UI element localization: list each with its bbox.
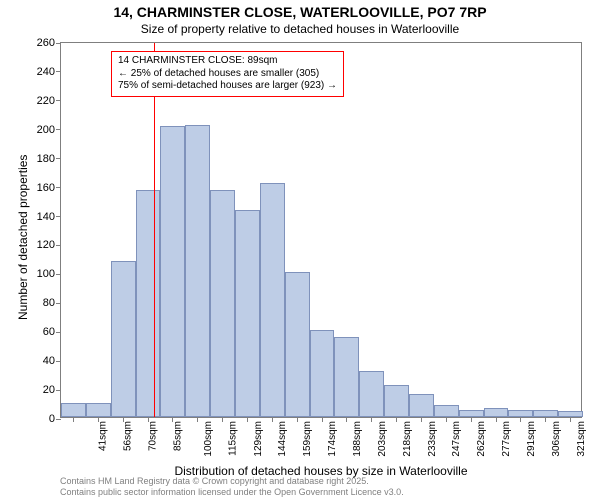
ytick-label: 60 bbox=[43, 326, 61, 338]
xtick-mark bbox=[98, 417, 99, 422]
xtick-mark bbox=[570, 417, 571, 422]
xtick-label: 277sqm bbox=[501, 421, 512, 457]
xtick-label: 159sqm bbox=[302, 421, 313, 457]
histogram-bar bbox=[160, 126, 185, 417]
histogram-bar bbox=[384, 385, 409, 417]
xtick-mark bbox=[371, 417, 372, 422]
xtick-mark bbox=[148, 417, 149, 422]
histogram-bar bbox=[61, 403, 86, 417]
histogram-bar bbox=[136, 190, 161, 417]
xtick-label: 56sqm bbox=[123, 421, 134, 451]
footer-attrib: Contains HM Land Registry data © Crown c… bbox=[60, 476, 590, 498]
footer-line1: Contains HM Land Registry data © Crown c… bbox=[60, 476, 590, 487]
xtick-mark bbox=[247, 417, 248, 422]
footer-line2: Contains public sector information licen… bbox=[60, 487, 590, 498]
xtick-label: 70sqm bbox=[148, 421, 159, 451]
xtick-mark bbox=[446, 417, 447, 422]
xtick-mark bbox=[222, 417, 223, 422]
reference-line bbox=[154, 43, 155, 417]
xtick-mark bbox=[73, 417, 74, 422]
xtick-label: 203sqm bbox=[377, 421, 388, 457]
annotation-line1: 14 CHARMINSTER CLOSE: 89sqm bbox=[118, 55, 337, 68]
histogram-bar bbox=[484, 408, 509, 417]
xtick-mark bbox=[297, 417, 298, 422]
ytick-label: 40 bbox=[43, 355, 61, 367]
xtick-mark bbox=[496, 417, 497, 422]
xtick-label: 218sqm bbox=[402, 421, 413, 457]
xtick-mark bbox=[197, 417, 198, 422]
xtick-label: 262sqm bbox=[476, 421, 487, 457]
xtick-label: 144sqm bbox=[278, 421, 289, 457]
annotation-line3: 75% of semi-detached houses are larger (… bbox=[118, 80, 337, 93]
xtick-mark bbox=[520, 417, 521, 422]
xtick-mark bbox=[396, 417, 397, 422]
histogram-bar bbox=[210, 190, 235, 417]
chart-title: 14, CHARMINSTER CLOSE, WATERLOOVILLE, PO… bbox=[0, 4, 600, 20]
xtick-label: 247sqm bbox=[452, 421, 463, 457]
xtick-mark bbox=[346, 417, 347, 422]
xtick-mark bbox=[545, 417, 546, 422]
ytick-label: 180 bbox=[37, 153, 61, 165]
histogram-bar bbox=[310, 330, 335, 417]
xtick-label: 174sqm bbox=[327, 421, 338, 457]
ytick-label: 160 bbox=[37, 182, 61, 194]
ytick-label: 260 bbox=[37, 37, 61, 49]
xtick-label: 291sqm bbox=[526, 421, 537, 457]
xtick-label: 100sqm bbox=[203, 421, 214, 457]
xtick-mark bbox=[322, 417, 323, 422]
histogram-bar bbox=[334, 337, 359, 417]
chart-subtitle: Size of property relative to detached ho… bbox=[0, 22, 600, 36]
xtick-label: 321sqm bbox=[576, 421, 587, 457]
xtick-mark bbox=[123, 417, 124, 422]
histogram-bar bbox=[359, 371, 384, 417]
ytick-label: 80 bbox=[43, 297, 61, 309]
histogram-bar bbox=[260, 183, 285, 417]
histogram-bar bbox=[235, 210, 260, 417]
annotation-line2: ← 25% of detached houses are smaller (30… bbox=[118, 68, 337, 81]
xtick-mark bbox=[172, 417, 173, 422]
ytick-label: 220 bbox=[37, 95, 61, 107]
annotation-box: 14 CHARMINSTER CLOSE: 89sqm ← 25% of det… bbox=[111, 51, 344, 97]
ytick-label: 100 bbox=[37, 268, 61, 280]
histogram-bar bbox=[434, 405, 459, 417]
plot-area: 020406080100120140160180200220240260 41s… bbox=[60, 42, 582, 418]
histogram-bar bbox=[285, 272, 310, 417]
ytick-label: 20 bbox=[43, 384, 61, 396]
y-axis-label: Number of detached properties bbox=[16, 155, 30, 320]
histogram-bar bbox=[533, 410, 558, 417]
xtick-mark bbox=[471, 417, 472, 422]
xtick-label: 41sqm bbox=[98, 421, 109, 451]
xtick-label: 85sqm bbox=[173, 421, 184, 451]
ytick-label: 240 bbox=[37, 66, 61, 78]
xtick-label: 233sqm bbox=[427, 421, 438, 457]
histogram-bar bbox=[508, 410, 533, 417]
histogram-bar bbox=[185, 125, 210, 417]
ytick-label: 0 bbox=[49, 413, 61, 425]
ytick-label: 120 bbox=[37, 239, 61, 251]
xtick-label: 129sqm bbox=[253, 421, 264, 457]
histogram-bar bbox=[111, 261, 136, 417]
xtick-label: 188sqm bbox=[352, 421, 363, 457]
xtick-label: 115sqm bbox=[227, 421, 238, 456]
xtick-label: 306sqm bbox=[551, 421, 562, 457]
histogram-bar bbox=[409, 394, 434, 417]
xtick-mark bbox=[421, 417, 422, 422]
histogram-bar bbox=[459, 410, 484, 417]
histogram-bar bbox=[86, 403, 111, 417]
xtick-mark bbox=[272, 417, 273, 422]
ytick-label: 200 bbox=[37, 124, 61, 136]
ytick-label: 140 bbox=[37, 211, 61, 223]
